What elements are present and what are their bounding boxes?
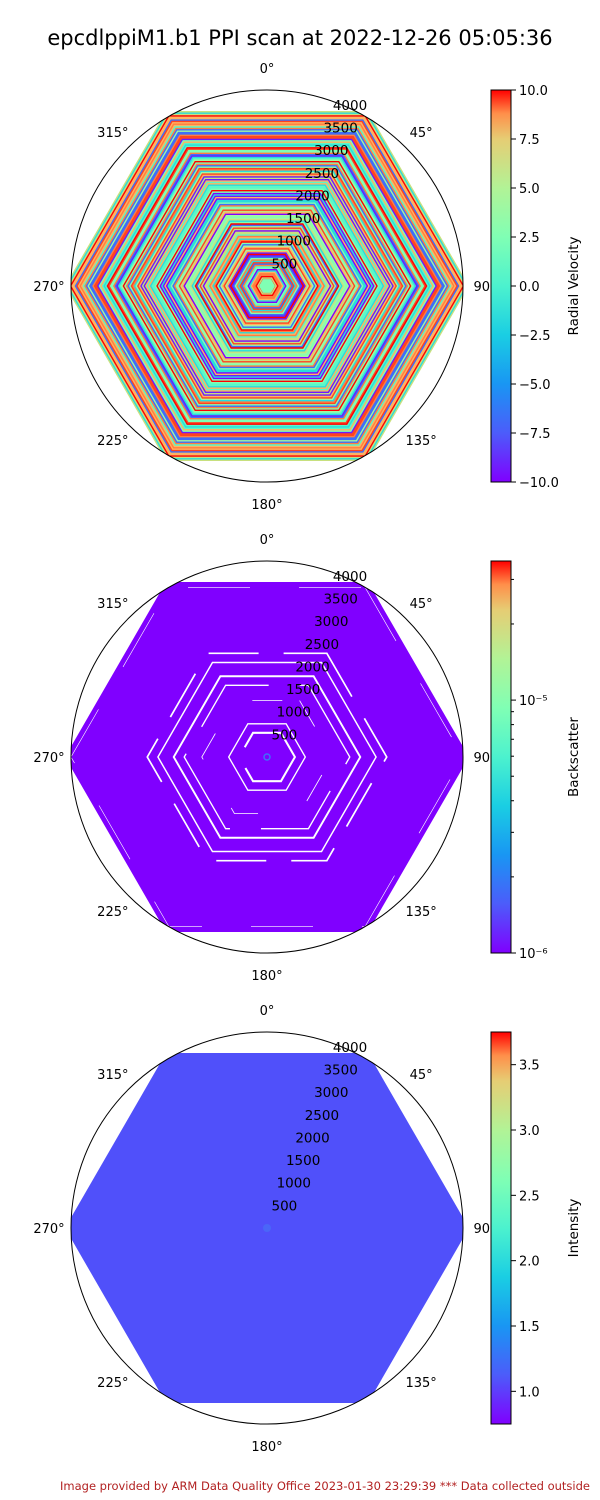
range-tick-label: 3500 (323, 121, 357, 137)
range-tick-label: 4000 (333, 569, 367, 585)
ppi-data-layer (71, 582, 463, 932)
angle-label: 225° (97, 434, 128, 449)
range-tick-label: 500 (271, 727, 297, 743)
angle-label: 270° (33, 751, 64, 766)
center-marker (263, 753, 271, 761)
angle-label: 45° (410, 597, 433, 612)
range-tick-label: 2500 (305, 1108, 339, 1124)
colorbar-tick-label: 0.0 (519, 280, 540, 295)
range-tick-label: 2500 (305, 637, 339, 653)
colorbar-gradient (490, 560, 512, 954)
colorbar-tick-label: 7.5 (519, 133, 540, 148)
angle-label: 315° (97, 126, 128, 141)
backscatter-gap (157, 661, 377, 853)
range-tick-label: 3000 (314, 614, 348, 630)
angle-label: 225° (97, 1376, 128, 1391)
angle-label: 315° (97, 597, 128, 612)
colorbar-tick-label: 3.0 (519, 1124, 540, 1139)
range-tick-label: 1500 (286, 1153, 320, 1169)
colorbar-tick-label: 3.5 (519, 1059, 540, 1074)
colorbar-label: Radial Velocity (566, 237, 582, 336)
angle-label: 45° (410, 1068, 433, 1083)
angle-label: 225° (97, 905, 128, 920)
range-tick-label: 1500 (286, 682, 320, 698)
angle-label: 180° (251, 969, 282, 984)
angle-label: 180° (251, 498, 282, 513)
range-tick-label: 3500 (323, 1063, 357, 1079)
polar-panel-1: 0°45°90°135°180°225°270°315°500100015002… (33, 62, 582, 513)
colorbar-tick-label: 2.5 (519, 231, 540, 246)
range-tick-label: 3000 (314, 1085, 348, 1101)
range-tick-label: 1000 (277, 234, 311, 250)
angle-label: 0° (260, 533, 275, 548)
backscatter-gap (227, 723, 307, 791)
page-title: epcdlppiM1.b1 PPI scan at 2022-12-26 05:… (47, 26, 553, 50)
range-tick-label: 4000 (333, 1040, 367, 1056)
range-tick-label: 1000 (277, 705, 311, 721)
polar-frame (70, 1031, 464, 1425)
colorbar: 10⁻⁵ 10⁻⁶ Backscatter (490, 560, 582, 962)
backscatter-gap (146, 652, 388, 862)
range-tick-label: 500 (271, 1198, 297, 1214)
ppi-data-layer (71, 111, 463, 461)
angle-label: 135° (405, 905, 436, 920)
colorbar-tick-label: 1.5 (519, 1320, 540, 1335)
colorbar-tick-label: −7.5 (519, 427, 551, 442)
colorbar-tick-label: 10⁻⁶ (519, 947, 548, 962)
ppi-data-layer (71, 1053, 463, 1403)
range-tick-label: 3500 (323, 592, 357, 608)
range-tick-label: 2000 (295, 1130, 329, 1146)
colorbar-tick-label: 5.0 (519, 182, 540, 197)
colorbar-tick-label: 1.0 (519, 1385, 540, 1400)
colorbar-gradient (490, 89, 512, 483)
backscatter-gap (183, 684, 351, 830)
angle-label: 45° (410, 126, 433, 141)
angle-label: 270° (33, 1222, 64, 1237)
polar-panel-3: 0°45°90°135°180°225°270°315°500100015002… (33, 1004, 582, 1455)
angle-label: 0° (260, 62, 275, 77)
angle-label: 180° (251, 1440, 282, 1455)
range-tick-label: 4000 (333, 98, 367, 114)
colorbar-gradient (490, 1031, 512, 1425)
colorbar-tick-label: −10.0 (519, 476, 559, 491)
velocity-core (259, 279, 275, 293)
colorbar-label: Backscatter (566, 717, 582, 797)
colorbar: 3.5 3.0 2.5 2.0 1.5 1.0 Intensity (490, 1031, 582, 1425)
backscatter-fill (71, 582, 463, 932)
angle-label: 270° (33, 280, 64, 295)
angle-label: 315° (97, 1068, 128, 1083)
colorbar-label: Intensity (566, 1199, 582, 1258)
range-tick-label: 3000 (314, 143, 348, 159)
range-tick-label: 2000 (295, 659, 329, 675)
footer-credit: Image provided by ARM Data Quality Offic… (60, 1479, 590, 1493)
colorbar-tick-label: −2.5 (519, 329, 551, 344)
center-marker (263, 1224, 271, 1232)
polar-panel-2: 0°45°90°135°180°225°270°315°500100015002… (33, 533, 582, 984)
colorbar-tick-label: 10⁻⁵ (519, 694, 548, 709)
polar-frame (70, 89, 464, 483)
colorbar-tick-label: 2.0 (519, 1255, 540, 1270)
backscatter-gap (172, 675, 362, 839)
polar-frame (70, 560, 464, 954)
range-tick-label: 2500 (305, 166, 339, 182)
angle-label: 135° (405, 434, 436, 449)
colorbar: 10.0 7.5 5.0 2.5 0.0 −2.5 −5.0 −7.5 −10.0 Radial … (490, 84, 582, 491)
backscatter-gap (237, 731, 297, 783)
colorbar-tick-label: 2.5 (519, 1189, 540, 1204)
backscatter-gap (201, 700, 333, 814)
range-tick-label: 500 (271, 256, 297, 272)
colorbar-tick-label: 10.0 (519, 84, 548, 99)
colorbar-tick-label: −5.0 (519, 378, 551, 393)
angle-label: 135° (405, 1376, 436, 1391)
angle-label: 0° (260, 1004, 275, 1019)
range-tick-label: 1500 (286, 211, 320, 227)
range-tick-label: 2000 (295, 188, 329, 204)
range-tick-label: 1000 (277, 1176, 311, 1192)
